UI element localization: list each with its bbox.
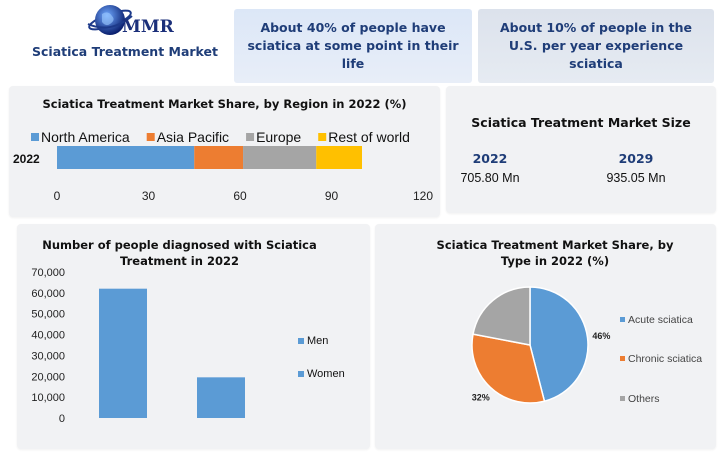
legend-swatch-chronic-sciatica bbox=[620, 356, 625, 361]
market-size-year-2029: 2029 bbox=[618, 151, 654, 166]
legend-label-others: Others bbox=[628, 393, 660, 405]
pie-data-label: 32% bbox=[472, 392, 490, 402]
legend-swatch-men bbox=[298, 338, 304, 344]
y-tick-label: 40,000 bbox=[31, 330, 65, 342]
legend-label-acute-sciatica: Acute sciatica bbox=[628, 314, 693, 326]
market-size-value-2029: 935.05 Mn bbox=[606, 171, 666, 185]
globe-icon bbox=[87, 5, 133, 35]
y-tick-label: 0 bbox=[59, 413, 65, 425]
category-label: 2022 bbox=[13, 152, 40, 166]
legend-swatch-europe bbox=[246, 133, 255, 141]
region-chart-title: Sciatica Treatment Market Share, by Regi… bbox=[42, 97, 407, 111]
legend-label-asia-pacific: Asia Pacific bbox=[157, 129, 229, 145]
bar-rest-of-world bbox=[316, 146, 362, 169]
legend-label-women: Women bbox=[307, 368, 345, 380]
legend-swatch-others bbox=[620, 396, 625, 401]
x-tick-label: 120 bbox=[413, 189, 433, 203]
diagnosed-chart-panel bbox=[17, 224, 370, 449]
legend-label-chronic-sciatica: Chronic sciatica bbox=[628, 353, 702, 365]
market-size-year-2022: 2022 bbox=[472, 151, 508, 166]
pie-slice-others bbox=[472, 286, 531, 346]
logo: MMR bbox=[84, 2, 194, 42]
market-size-value-2022: 705.80 Mn bbox=[460, 171, 520, 185]
diagnosed-chart: 0 10,000 20,000 30,000 40,000 50,000 60,000 70,… bbox=[31, 267, 345, 425]
legend-swatch-north-america bbox=[31, 133, 39, 141]
y-tick-label: 10,000 bbox=[31, 392, 65, 404]
market-size-panel bbox=[446, 86, 716, 213]
market-size-title: Sciatica Treatment Market Size bbox=[471, 115, 691, 130]
bar-north-america bbox=[57, 146, 195, 169]
bar-europe bbox=[243, 146, 317, 169]
type-chart-title: Sciatica Treatment Market Share, by Type… bbox=[436, 238, 674, 268]
y-tick-label: 50,000 bbox=[31, 309, 65, 321]
legend-label-rest-of-world: Rest of world bbox=[328, 129, 410, 145]
bar-asia-pacific bbox=[194, 146, 244, 169]
bar-men bbox=[99, 288, 147, 418]
legend-swatch-asia-pacific bbox=[146, 133, 155, 141]
legend-swatch-women bbox=[298, 371, 304, 377]
x-tick-label: 0 bbox=[54, 189, 61, 203]
pie-slice-chronic-sciatica bbox=[471, 333, 546, 404]
legend-swatch-acute-sciatica bbox=[620, 317, 625, 322]
y-tick-label: 30,000 bbox=[31, 350, 65, 362]
logo-text: MMR bbox=[122, 17, 174, 37]
x-tick-label: 30 bbox=[142, 189, 156, 203]
type-chart: 46% 32% Acute sciatica Chronic sciatica Othe… bbox=[471, 286, 702, 405]
y-tick-label: 20,000 bbox=[31, 371, 65, 383]
pie-data-label: 46% bbox=[592, 331, 610, 341]
stat-banner-1: About 40% of people have sciatica at som… bbox=[234, 9, 472, 83]
legend-label-europe: Europe bbox=[256, 129, 301, 145]
pie-slice-acute-sciatica bbox=[529, 286, 589, 403]
y-tick-label: 60,000 bbox=[31, 288, 65, 300]
legend-swatch-rest-of-world bbox=[318, 133, 327, 141]
bar-women bbox=[197, 377, 245, 418]
page-title: Sciatica Treatment Market bbox=[32, 44, 218, 59]
region-chart: North America Asia Pacific Europe Rest of w… bbox=[13, 129, 433, 203]
diagnosed-chart-title: Number of people diagnosed with Sciatica… bbox=[42, 238, 317, 268]
legend-label-north-america: North America bbox=[41, 129, 130, 145]
legend-label-men: Men bbox=[307, 335, 328, 347]
y-tick-label: 70,000 bbox=[31, 267, 65, 279]
stat-banner-2: About 10% of people in the U.S. per year… bbox=[478, 9, 714, 83]
x-tick-label: 90 bbox=[325, 189, 339, 203]
x-tick-label: 60 bbox=[233, 189, 247, 203]
